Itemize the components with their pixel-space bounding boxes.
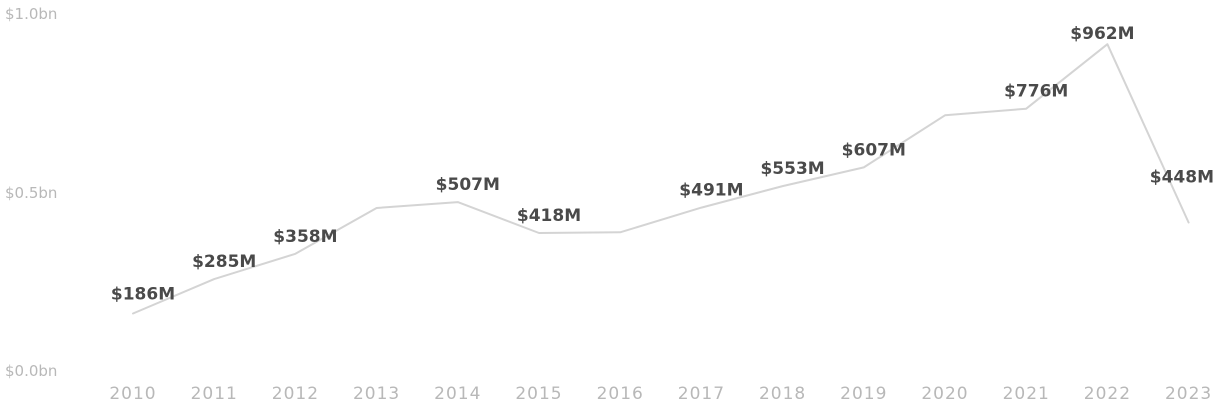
data-label: $553M xyxy=(760,159,824,179)
y-tick-label: $0.0bn xyxy=(5,362,57,380)
x-tick-label: 2020 xyxy=(921,384,968,404)
series-layer xyxy=(132,43,1190,315)
x-tick-label: 2023 xyxy=(1165,384,1212,404)
data-label: $186M xyxy=(111,284,175,304)
x-tick-label: 2016 xyxy=(597,384,644,404)
data-label: $448M xyxy=(1150,168,1214,188)
data-label: $418M xyxy=(517,206,581,226)
data-label: $358M xyxy=(273,227,337,247)
x-tick-label: 2011 xyxy=(191,384,238,404)
x-tick-label: 2014 xyxy=(434,384,481,404)
data-labels: $186M $285M $358M $507M $418M $491M $553M $607M… xyxy=(111,24,1214,304)
x-tick-label: 2017 xyxy=(678,384,725,404)
x-tick-label: 2010 xyxy=(109,384,156,404)
x-tick-label: 2019 xyxy=(840,384,887,404)
data-label: $491M xyxy=(679,181,743,201)
y-tick-label: $0.5bn xyxy=(5,184,57,202)
data-label: $507M xyxy=(436,175,500,195)
x-axis: 2010 2011 2012 2013 2014 2015 2016 2017 2018 2019… xyxy=(109,384,1212,404)
y-tick-label: $1.0bn xyxy=(5,5,57,23)
x-tick-label: 2022 xyxy=(1084,384,1131,404)
y-axis: $1.0bn $0.5bn $0.0bn xyxy=(5,5,57,380)
data-label: $962M xyxy=(1070,24,1134,44)
data-label: $607M xyxy=(842,140,906,160)
x-tick-label: 2015 xyxy=(515,384,562,404)
series-line xyxy=(132,43,1190,315)
x-tick-label: 2018 xyxy=(759,384,806,404)
data-label: $776M xyxy=(1004,82,1068,102)
data-label: $285M xyxy=(192,252,256,272)
x-tick-label: 2012 xyxy=(272,384,319,404)
x-tick-label: 2013 xyxy=(353,384,400,404)
x-tick-label: 2021 xyxy=(1003,384,1050,404)
